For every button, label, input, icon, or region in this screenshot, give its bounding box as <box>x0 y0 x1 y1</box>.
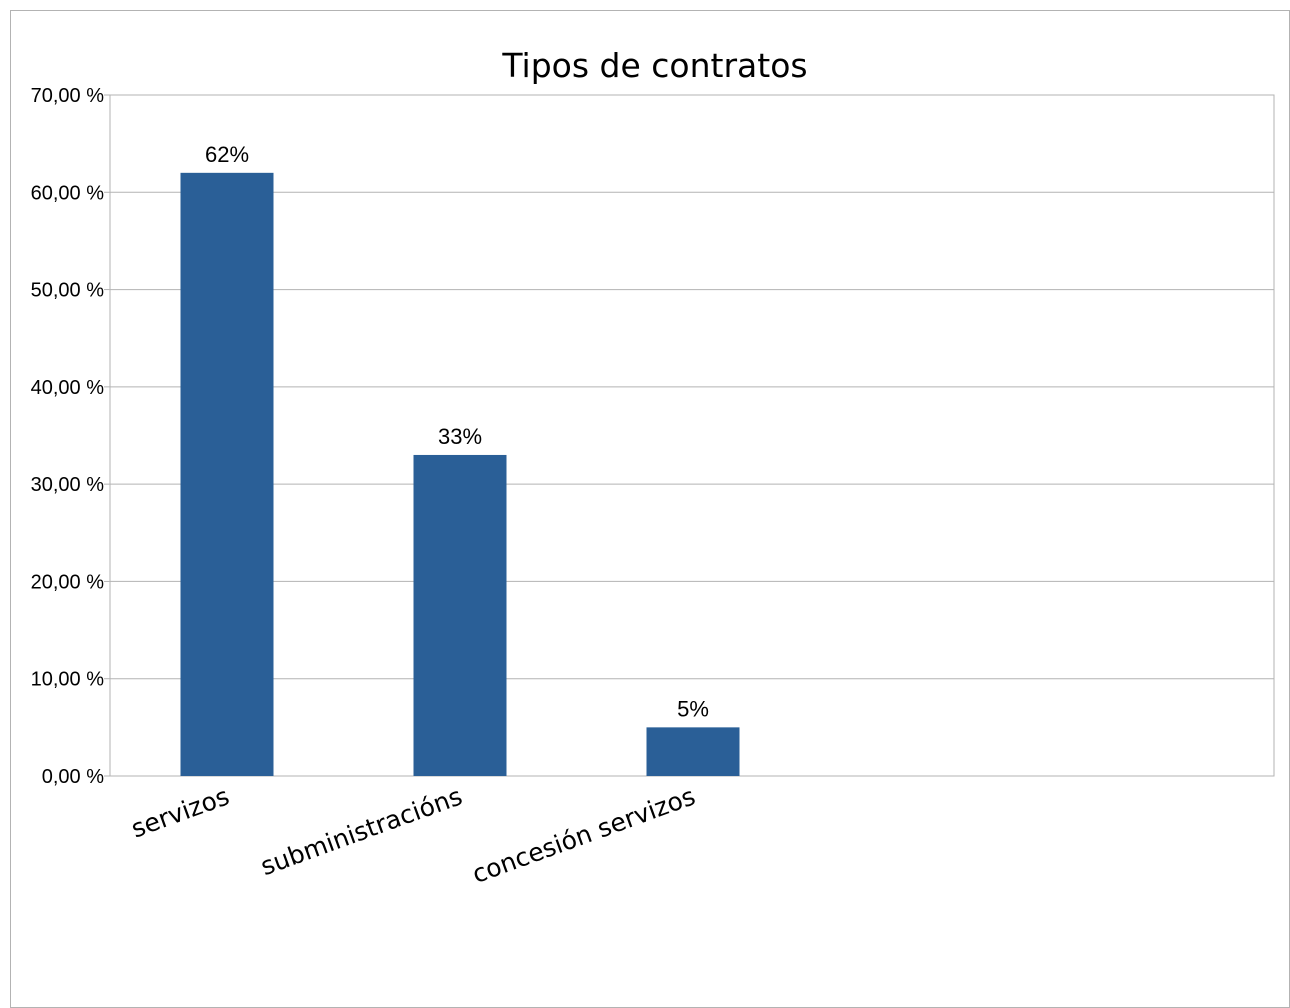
x-tick-label: subministracións <box>257 781 466 881</box>
data-label: 5% <box>677 696 709 721</box>
bar <box>646 727 740 776</box>
y-tick-label: 10,00 % <box>31 669 105 691</box>
data-label: 33% <box>438 424 482 449</box>
bars <box>180 172 740 777</box>
chart-title: Tipos de contratos <box>501 46 807 85</box>
y-tick-label: 70,00 % <box>31 85 105 107</box>
plot-area <box>109 94 1275 777</box>
gridlines <box>110 191 1274 680</box>
data-labels: 62% 33% 5% <box>205 142 709 722</box>
y-tick-label: 20,00 % <box>31 571 105 593</box>
y-tick-label: 60,00 % <box>31 182 105 204</box>
bar <box>180 172 274 777</box>
y-tick-label: 40,00 % <box>31 377 105 399</box>
x-axis-ticks: servizos subministracións concesión serviz… <box>127 781 699 889</box>
x-tick-label: servizos <box>127 781 233 843</box>
y-axis-ticks: 0,00 % 10,00 % 20,00 % 30,00 % 40,00 % 50,00 … <box>31 85 110 788</box>
y-tick-label: 0,00 % <box>42 766 104 788</box>
y-tick-label: 50,00 % <box>31 280 105 302</box>
data-label: 62% <box>205 142 249 167</box>
x-tick-label: concesión servizos <box>468 781 699 889</box>
bar <box>413 454 507 776</box>
y-tick-label: 30,00 % <box>31 474 105 496</box>
